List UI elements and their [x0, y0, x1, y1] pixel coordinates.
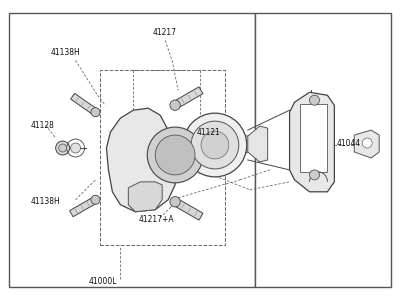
Polygon shape — [354, 130, 379, 158]
Circle shape — [147, 127, 203, 183]
Circle shape — [91, 195, 100, 204]
Circle shape — [191, 121, 239, 169]
Polygon shape — [173, 198, 203, 220]
Circle shape — [201, 131, 229, 159]
Text: 41138H: 41138H — [51, 48, 80, 57]
Circle shape — [183, 113, 247, 177]
Polygon shape — [173, 87, 203, 109]
Bar — [300, 104, 328, 172]
Bar — [100, 70, 225, 244]
Polygon shape — [128, 182, 162, 212]
Circle shape — [59, 144, 67, 152]
Circle shape — [362, 138, 372, 148]
Circle shape — [170, 100, 180, 110]
Circle shape — [71, 143, 80, 153]
Text: 41044: 41044 — [336, 139, 361, 148]
Polygon shape — [248, 126, 268, 162]
Bar — [255, 13, 391, 287]
Text: 41121: 41121 — [197, 128, 221, 136]
Text: 41128: 41128 — [31, 121, 55, 130]
Polygon shape — [71, 93, 98, 115]
Circle shape — [310, 170, 320, 180]
Text: 41138H: 41138H — [31, 197, 60, 206]
Polygon shape — [106, 108, 175, 212]
Circle shape — [56, 141, 70, 155]
Circle shape — [91, 108, 100, 117]
Text: 41217: 41217 — [152, 28, 176, 37]
Bar — [9, 13, 255, 287]
Circle shape — [310, 95, 320, 105]
Text: 41217+A: 41217+A — [138, 215, 174, 224]
Polygon shape — [290, 92, 334, 192]
Circle shape — [155, 135, 195, 175]
Polygon shape — [70, 197, 97, 217]
Text: 41000L: 41000L — [88, 277, 117, 286]
Circle shape — [170, 196, 180, 207]
